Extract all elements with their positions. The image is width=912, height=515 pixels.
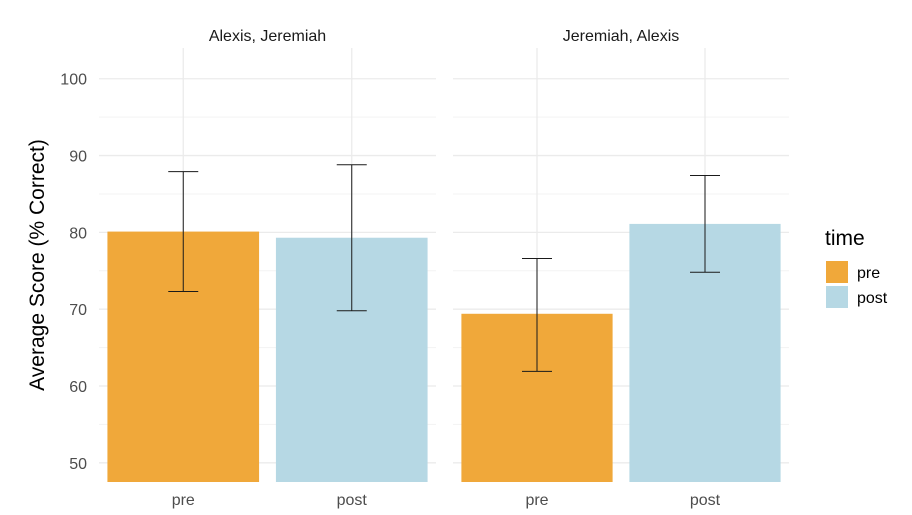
y-axis-title: Average Score (% Correct): [26, 139, 49, 391]
y-tick-label: 70: [69, 302, 87, 319]
legend-key-pre: [826, 261, 848, 283]
y-tick-label: 90: [69, 149, 87, 166]
facet-title: Alexis, Jeremiah: [209, 28, 326, 45]
y-tick-label: 100: [60, 72, 87, 89]
y-tick-label: 80: [69, 225, 87, 242]
x-tick-label: post: [690, 492, 721, 509]
y-tick-label: 60: [69, 379, 87, 396]
y-tick-label: 50: [69, 456, 87, 473]
facet-title: Jeremiah, Alexis: [563, 28, 680, 45]
legend-title: time: [825, 227, 865, 250]
x-tick-label: post: [337, 492, 368, 509]
legend-key-post: [826, 286, 848, 308]
x-tick-label: pre: [172, 492, 195, 509]
legend-label: pre: [857, 265, 880, 282]
x-tick-label: pre: [525, 492, 548, 509]
legend-label: post: [857, 290, 888, 307]
